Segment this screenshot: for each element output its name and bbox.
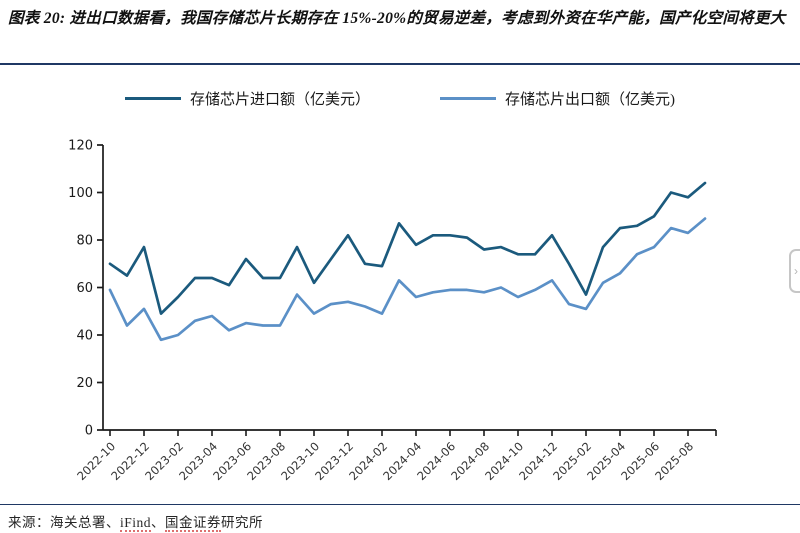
source-prefix: 来源：海关总署、	[8, 515, 120, 530]
y-tick-label: 40	[76, 329, 93, 344]
figure-title: 图表 20: 进出口数据看，我国存储芯片长期存在 15%-20%的贸易逆差，考虑…	[8, 10, 786, 27]
title-divider	[0, 63, 800, 65]
imports-line-swatch-icon	[124, 97, 181, 100]
legend-label-exports: 存储芯片出口额（亿美元)	[505, 92, 675, 108]
source-separator: 、	[151, 515, 166, 530]
y-tick-label: 20	[76, 376, 93, 391]
line-chart: 0 20 40 60 80 100 120 2022-10 2022-12 2023-02 2023…	[0, 130, 800, 502]
source-suffix: 研究所	[221, 515, 264, 530]
legend-item-imports: 存储芯片进口额（亿美元）	[124, 88, 370, 109]
next-page-button[interactable]: ›	[789, 249, 800, 293]
y-tick-label: 0	[85, 424, 93, 439]
source-ifind: iFind	[120, 515, 152, 532]
y-tick-label: 60	[76, 281, 93, 296]
legend-label-imports: 存储芯片进口额（亿美元）	[189, 92, 370, 108]
chart-legend: 存储芯片进口额（亿美元） 存储芯片出口额（亿美元)	[0, 88, 800, 109]
y-tick-label: 80	[76, 234, 93, 249]
y-tick-label: 100	[68, 186, 93, 201]
source-org: 国金证券	[165, 515, 222, 532]
imports-series-line	[108, 181, 707, 315]
footer-divider	[0, 504, 800, 505]
x-tick-label: 2025-08	[652, 439, 696, 483]
legend-item-exports: 存储芯片出口额（亿美元)	[440, 88, 675, 109]
chart-canvas: 0204060801001202022-102022-122023-022023…	[68, 139, 717, 483]
y-tick-label: 120	[68, 139, 93, 154]
exports-series-line	[108, 217, 707, 342]
exports-line-swatch-icon	[440, 97, 496, 100]
source-note: 来源：海关总署、iFind、国金证券研究所	[8, 511, 264, 532]
